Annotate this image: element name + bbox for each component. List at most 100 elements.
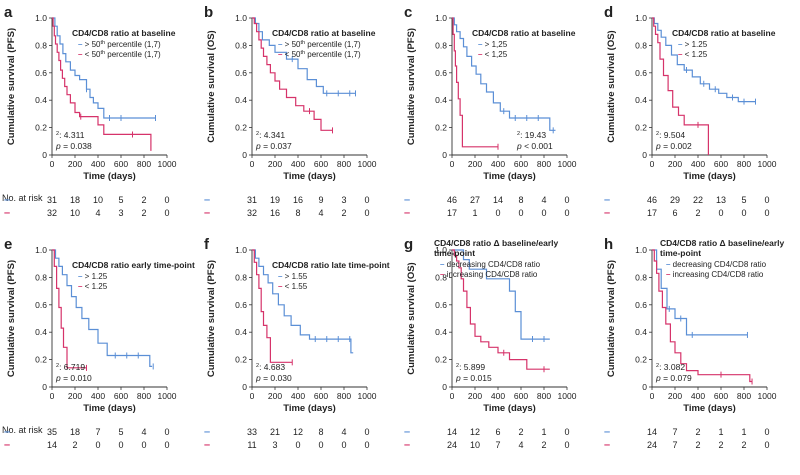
- legend-label: > 50: [285, 40, 301, 49]
- risk-count: 4: [341, 427, 346, 437]
- survival-curve-red: [52, 249, 87, 369]
- x-tick-label: 400: [691, 391, 705, 401]
- risk-count: 0: [164, 195, 169, 205]
- survival-curve-blue: [252, 17, 356, 94]
- y-tick-label: 0.8: [635, 40, 647, 50]
- y-tick-label: 0.2: [435, 355, 447, 365]
- panel-d: d00.20.40.60.81.00 200 400 600 800 1000Cumula…: [604, 4, 777, 219]
- legend-label: decreasing CD4/CD8 ratio: [673, 260, 767, 269]
- chi-sup: 2: [517, 131, 520, 137]
- x-axis-label: Time (days): [83, 403, 136, 414]
- risk-count: 33: [247, 427, 257, 437]
- chi-square-stat: 2: 5.899: [456, 362, 485, 372]
- x-tick-label: 1000: [558, 391, 577, 401]
- risk-count: 0: [564, 208, 569, 218]
- legend-swatch: –: [278, 272, 285, 281]
- y-axis-label: Cumulative survival (OS): [606, 30, 617, 142]
- chi-square-stat: 2: 9.504: [656, 130, 685, 140]
- risk-count: 2: [341, 208, 346, 218]
- risk-row-marker: –: [604, 439, 610, 451]
- risk-count: 2: [695, 208, 700, 218]
- legend-title: CD4/CD8 ratio early time-point: [72, 260, 195, 270]
- risk-count: 32: [47, 208, 57, 218]
- risk-count: 24: [447, 440, 457, 450]
- risk-count: 3: [118, 208, 123, 218]
- p-value: p = 0.010: [55, 373, 92, 383]
- y-tick-label: 0.6: [235, 68, 247, 78]
- risk-count: 8: [518, 195, 523, 205]
- y-tick-label: 0: [442, 150, 447, 160]
- risk-count: 0: [518, 208, 523, 218]
- survival-curve-blue: [252, 249, 354, 354]
- risk-count: 5: [118, 427, 123, 437]
- x-tick-label: 600: [314, 159, 328, 169]
- legend-swatch: –: [478, 50, 485, 59]
- p-value-text: = 0.037: [261, 141, 292, 151]
- legend-swatch: –: [440, 260, 447, 269]
- chi-square-stat: 2: 4.683: [256, 362, 285, 372]
- x-tick-label: 600: [714, 391, 728, 401]
- legend-title: CD4/CD8 ratio Δ baseline/early: [434, 238, 558, 248]
- x-tick-label: 800: [737, 159, 751, 169]
- risk-count: 2: [695, 440, 700, 450]
- legend-item: – > 1,25: [478, 40, 508, 49]
- x-tick-label: 200: [468, 159, 482, 169]
- panel-letter: d: [604, 4, 613, 21]
- risk-count: 14: [47, 440, 57, 450]
- x-tick-label: 400: [491, 159, 505, 169]
- p-label: p: [455, 373, 461, 383]
- x-tick-label: 0: [450, 159, 455, 169]
- x-axis-label: Time (days): [483, 403, 536, 414]
- y-tick-label: 0.4: [35, 95, 47, 105]
- y-tick-label: 0: [242, 150, 247, 160]
- legend-label: < 1.55: [285, 282, 308, 291]
- y-tick-label: 0.4: [635, 95, 647, 105]
- y-axis-label: Cumulative survival (PFS): [6, 28, 17, 145]
- x-tick-label: 800: [337, 159, 351, 169]
- risk-count: 21: [270, 427, 280, 437]
- risk-count: 0: [364, 427, 369, 437]
- legend-title: CD4/CD8 ratio at baseline: [272, 28, 376, 38]
- x-tick-label: 1000: [758, 391, 777, 401]
- risk-count: 3: [341, 195, 346, 205]
- risk-count: 9: [318, 195, 323, 205]
- legend-item: – > 1.25: [678, 40, 708, 49]
- x-tick-label: 0: [650, 159, 655, 169]
- risk-row-marker: –: [4, 426, 10, 438]
- risk-count: 2: [141, 208, 146, 218]
- risk-count: 11: [247, 440, 256, 450]
- risk-count: 0: [564, 440, 569, 450]
- x-tick-label: 600: [314, 391, 328, 401]
- risk-count: 7: [495, 440, 500, 450]
- risk-count: 0: [364, 440, 369, 450]
- p-value: p = 0.037: [255, 141, 292, 151]
- panel-h: h00.20.40.60.81.00 200 400 600 800 1000Cumula…: [604, 236, 784, 451]
- y-tick-label: 0.8: [435, 40, 447, 50]
- x-tick-label: 800: [737, 391, 751, 401]
- chi-value: : 4.341: [259, 130, 285, 140]
- y-tick-label: 0.4: [235, 327, 247, 337]
- y-tick-label: 0.6: [435, 68, 447, 78]
- y-tick-label: 0.6: [435, 300, 447, 310]
- panel-f: f00.20.40.60.81.00 200 400 600 800 1000Cumula…: [204, 236, 390, 451]
- y-tick-label: 0.4: [435, 327, 447, 337]
- risk-count: 0: [741, 208, 746, 218]
- risk-count: 0: [164, 208, 169, 218]
- risk-count: 22: [693, 195, 703, 205]
- legend-item: – increasing CD4/CD8 ratio: [666, 270, 764, 279]
- risk-count: 2: [718, 440, 723, 450]
- legend-item: – > 50th percentile (1,7): [78, 40, 161, 49]
- legend-label: < 50: [85, 50, 101, 59]
- chi-sup: 2: [656, 363, 659, 369]
- legend-label-suffix: percentile (1,7): [305, 40, 361, 49]
- legend-title: CD4/CD8 ratio at baseline: [472, 28, 576, 38]
- y-tick-label: 0.8: [435, 272, 447, 282]
- x-tick-label: 0: [650, 391, 655, 401]
- legend-title: CD4/CD8 ratio Δ baseline/early: [660, 238, 784, 248]
- y-tick-label: 0.4: [235, 95, 247, 105]
- p-value: p = 0.038: [55, 141, 92, 151]
- risk-count: 0: [141, 440, 146, 450]
- x-tick-label: 400: [91, 159, 105, 169]
- y-tick-label: 0: [42, 150, 47, 160]
- risk-count: 0: [364, 208, 369, 218]
